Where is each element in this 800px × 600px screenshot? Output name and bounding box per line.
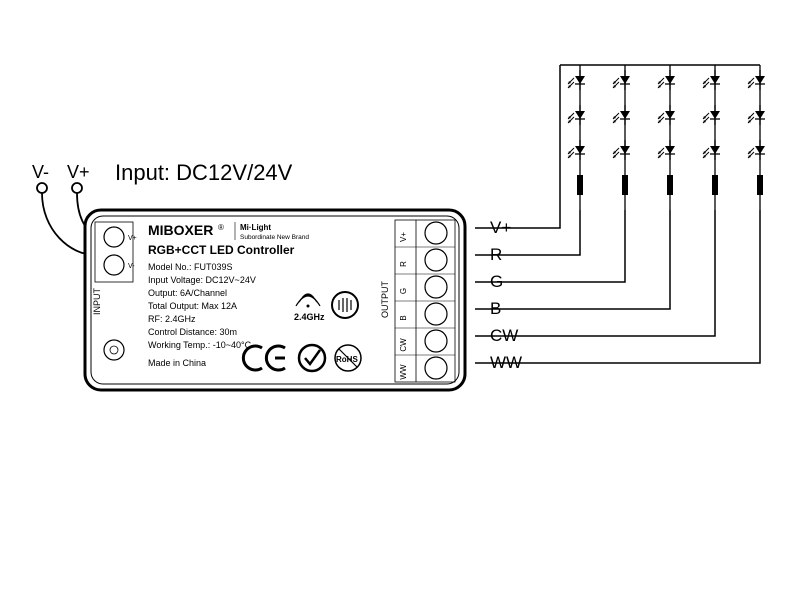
output-labels: V+ R G B CW WW: [490, 218, 522, 372]
spec-2: Output: 6A/Channel: [148, 288, 227, 298]
brand-reg: ®: [218, 223, 224, 232]
out-label-g: G: [490, 272, 503, 291]
svg-text:V+: V+: [128, 235, 137, 242]
out-label-vplus: V+: [490, 218, 511, 237]
svg-text:RoHS: RoHS: [336, 355, 358, 364]
svg-text:B: B: [399, 315, 408, 320]
vplus-label: V+: [67, 162, 90, 182]
vminus-label: V-: [32, 162, 49, 182]
spec-6: Working Temp.: -10~40°C: [148, 340, 252, 350]
input-terminal-labels: V- V+: [32, 162, 90, 182]
out-label-b: B: [490, 299, 501, 318]
svg-text:V+: V+: [399, 232, 408, 242]
subbrand-tag: Subordinate New Brand: [240, 234, 309, 241]
brand: MIBOXER: [148, 222, 213, 238]
svg-text:R: R: [399, 261, 408, 267]
svg-text:V-: V-: [128, 263, 135, 270]
out-label-r: R: [490, 245, 502, 264]
spec-1: Input Voltage: DC12V~24V: [148, 275, 256, 285]
out-label-cw: CW: [490, 326, 518, 345]
spec-0: Model No.: FUT039S: [148, 262, 233, 272]
controller-title: RGB+CCT LED Controller: [148, 243, 295, 257]
spec-5: Control Distance: 30m: [148, 327, 237, 337]
controller: V+ V- INPUT MIBOXER ® Mi·Light Subordina…: [85, 210, 465, 390]
subbrand: Mi·Light: [240, 223, 271, 232]
out-label-ww: WW: [490, 353, 522, 372]
svg-text:G: G: [399, 288, 408, 294]
output-side-label: OUTPUT: [380, 281, 390, 319]
output-wiring: [475, 65, 760, 363]
svg-text:2.4GHz: 2.4GHz: [294, 312, 325, 322]
svg-text:WW: WW: [399, 364, 408, 380]
spec-3: Total Output: Max 12A: [148, 301, 237, 311]
input-side-label: INPUT: [92, 287, 102, 315]
made-in: Made in China: [148, 358, 206, 368]
spec-4: RF: 2.4GHz: [148, 314, 196, 324]
input-label: Input: DC12V/24V: [115, 160, 293, 185]
svg-text:CW: CW: [399, 338, 408, 352]
led-array: [560, 65, 765, 210]
